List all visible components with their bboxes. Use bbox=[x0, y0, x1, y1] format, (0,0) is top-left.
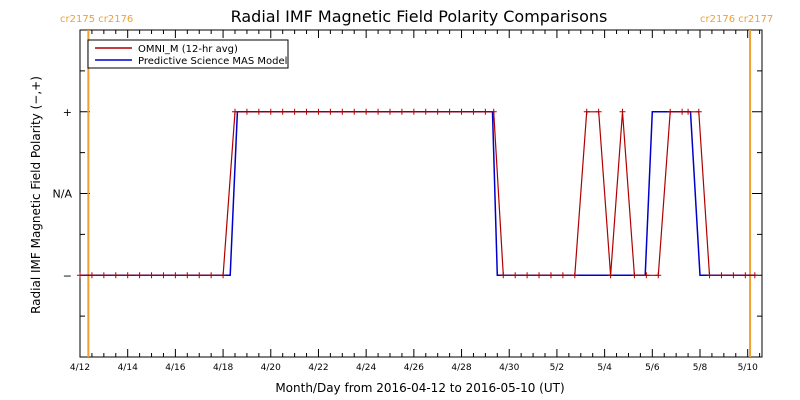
chart-title: Radial IMF Magnetic Field Polarity Compa… bbox=[231, 7, 608, 26]
carrington-label-left: cr2175 cr2176 bbox=[60, 14, 133, 25]
omni-point-marker bbox=[255, 108, 262, 115]
omni-point-marker bbox=[619, 108, 626, 115]
omni-point-marker bbox=[339, 108, 346, 115]
omni-point-marker bbox=[351, 108, 358, 115]
omni-point-marker bbox=[482, 108, 489, 115]
omni-point-marker bbox=[422, 108, 429, 115]
x-tick-label: 4/14 bbox=[118, 363, 138, 373]
x-tick-label: 4/12 bbox=[70, 363, 90, 373]
omni-point-marker bbox=[583, 108, 590, 115]
x-tick-label: 5/2 bbox=[550, 363, 564, 373]
x-tick-label: 5/10 bbox=[738, 363, 758, 373]
x-tick-label: 4/16 bbox=[165, 363, 185, 373]
omni-point-marker bbox=[88, 272, 95, 279]
omni-point-marker bbox=[100, 272, 107, 279]
omni-point-marker bbox=[458, 108, 465, 115]
omni-point-marker bbox=[524, 272, 531, 279]
omni-point-marker bbox=[631, 272, 638, 279]
omni-point-marker bbox=[327, 108, 334, 115]
omni-point-marker bbox=[595, 108, 602, 115]
omni-point-marker bbox=[172, 272, 179, 279]
plot-area: 4/12 4/14 4/16 4/18 4/20 4/22 4/24 4/26 4/28 4/30… bbox=[53, 29, 763, 373]
x-tick-label: 5/4 bbox=[597, 363, 612, 373]
omni-point-marker bbox=[77, 272, 83, 279]
x-tick-label: 5/6 bbox=[645, 363, 660, 373]
omni-point-marker bbox=[160, 272, 167, 279]
model-series-line bbox=[80, 111, 755, 277]
legend: OMNI_M (12-hr avg) Predictive Science MA… bbox=[87, 39, 289, 69]
x-axis-label: Month/Day from 2016-04-12 to 2016-05-10 … bbox=[275, 381, 564, 395]
omni-point-marker bbox=[291, 108, 298, 115]
omni-point-marker bbox=[730, 272, 737, 279]
omni-point-marker bbox=[470, 108, 477, 115]
omni-point-marker bbox=[490, 108, 497, 115]
omni-point-marker bbox=[685, 108, 692, 115]
plot-frame bbox=[79, 29, 763, 358]
omni-point-marker bbox=[536, 272, 543, 279]
omni-point-marker bbox=[512, 272, 519, 279]
omni-point-marker bbox=[706, 272, 713, 279]
omni-point-marker bbox=[655, 272, 662, 279]
omni-point-marker bbox=[208, 272, 215, 279]
omni-point-marker bbox=[220, 272, 227, 279]
legend-omni-label: OMNI_M (12-hr avg) bbox=[138, 44, 238, 55]
omni-point-marker bbox=[375, 108, 382, 115]
omni-point-marker bbox=[571, 272, 578, 279]
omni-point-marker bbox=[667, 108, 674, 115]
x-tick-label: 4/28 bbox=[451, 363, 471, 373]
x-tick-label: 4/26 bbox=[404, 363, 424, 373]
omni-point-marker bbox=[196, 272, 203, 279]
omni-point-marker bbox=[124, 272, 131, 279]
omni-point-marker bbox=[148, 272, 155, 279]
y-tick-label: N/A bbox=[53, 188, 73, 201]
omni-point-marker bbox=[547, 272, 554, 279]
x-tick-label: 5/8 bbox=[693, 363, 708, 373]
legend-box bbox=[87, 39, 289, 69]
y-tick-label: − bbox=[63, 269, 72, 282]
omni-point-marker bbox=[742, 272, 749, 279]
omni-point-marker bbox=[136, 272, 143, 279]
omni-point-marker bbox=[315, 108, 322, 115]
omni-point-marker bbox=[607, 272, 614, 279]
omni-point-marker bbox=[643, 272, 650, 279]
x-tick-label: 4/18 bbox=[213, 363, 233, 373]
y-axis-label: Radial IMF Magnetic Field Polarity (−,+) bbox=[29, 76, 43, 314]
legend-model-label: Predictive Science MAS Model bbox=[138, 56, 287, 67]
x-tick-label: 4/24 bbox=[356, 363, 376, 373]
omni-point-marker bbox=[446, 108, 453, 115]
omni-point-marker bbox=[559, 272, 566, 279]
omni-point-marker bbox=[434, 108, 441, 115]
omni-point-marker bbox=[387, 108, 393, 115]
omni-point-marker bbox=[679, 108, 686, 115]
omni-point-marker bbox=[410, 108, 417, 115]
omni-point-marker bbox=[267, 108, 274, 115]
x-tick-label: 4/30 bbox=[499, 363, 519, 373]
carrington-label-right: cr2176 cr2177 bbox=[700, 14, 773, 25]
omni-point-marker bbox=[243, 108, 250, 115]
omni-point-marker bbox=[232, 108, 238, 115]
omni-point-marker bbox=[695, 108, 702, 115]
omni-point-marker bbox=[112, 272, 119, 279]
omni-point-marker bbox=[718, 272, 725, 279]
omni-point-marker bbox=[184, 272, 191, 279]
omni-point-marker bbox=[279, 108, 286, 115]
y-tick-label: + bbox=[63, 106, 72, 119]
omni-point-marker bbox=[398, 108, 405, 115]
omni-series-line bbox=[80, 111, 755, 276]
omni-point-marker bbox=[500, 272, 507, 279]
omni-point-marker bbox=[303, 108, 310, 115]
omni-point-marker bbox=[363, 108, 370, 115]
omni-point-marker bbox=[751, 272, 758, 279]
x-tick-label: 4/20 bbox=[261, 363, 281, 373]
x-tick-label: 4/22 bbox=[308, 363, 328, 373]
